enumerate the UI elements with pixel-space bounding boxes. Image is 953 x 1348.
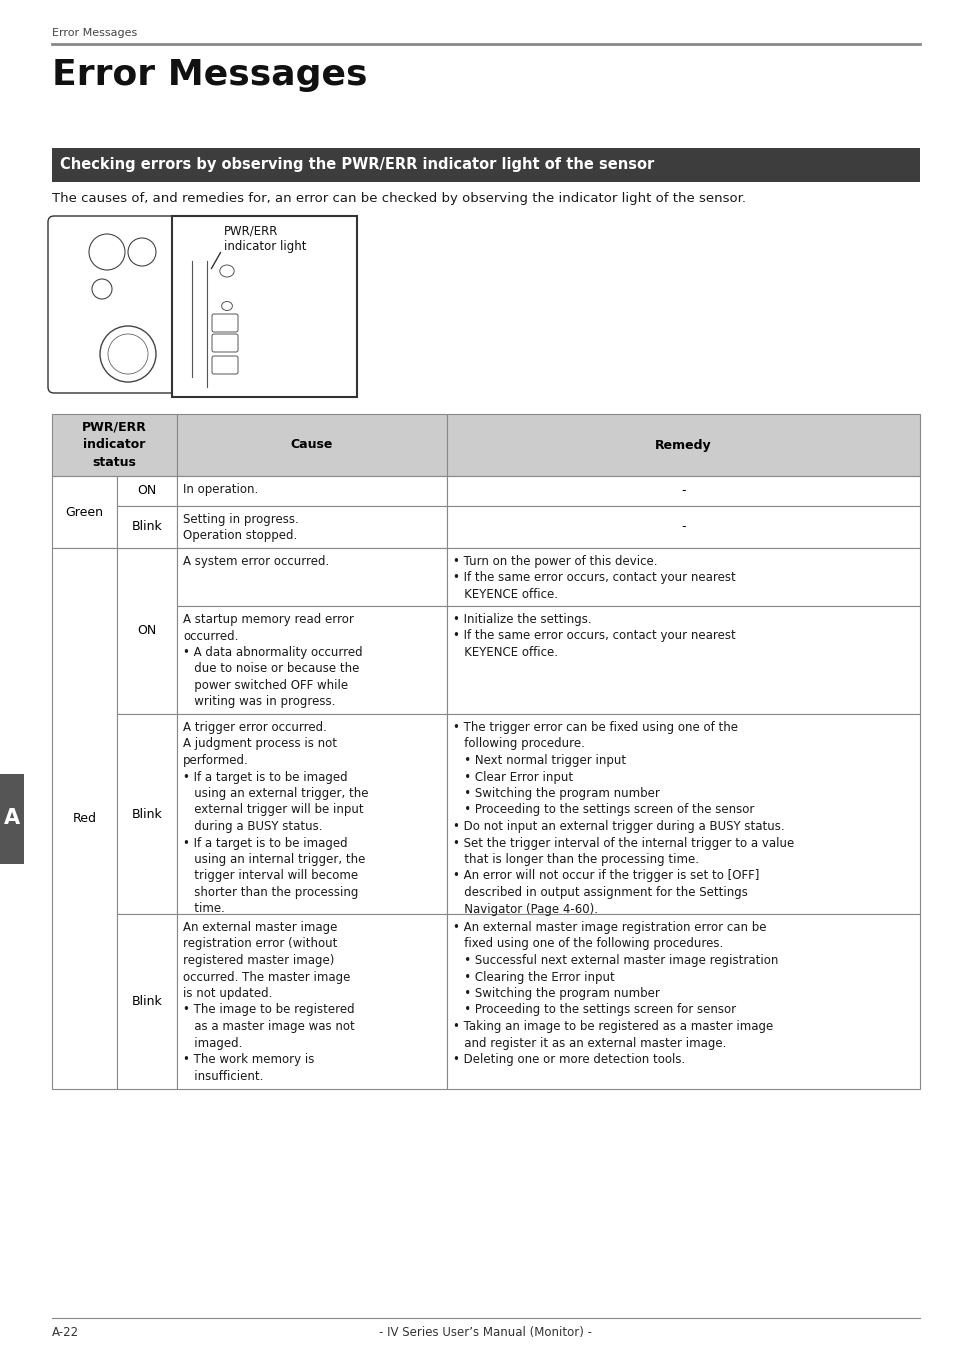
- Text: A-22: A-22: [52, 1326, 79, 1339]
- Bar: [447, 414, 919, 476]
- Text: Blink: Blink: [132, 807, 162, 821]
- Bar: [52, 148, 919, 182]
- Text: Error Messages: Error Messages: [52, 28, 137, 38]
- Bar: [447, 607, 919, 714]
- Text: - IV Series User’s Manual (Monitor) -: - IV Series User’s Manual (Monitor) -: [379, 1326, 592, 1339]
- Text: ON: ON: [137, 624, 156, 638]
- Text: Setting in progress.
Operation stopped.: Setting in progress. Operation stopped.: [183, 514, 298, 542]
- Text: A system error occurred.: A system error occurred.: [183, 555, 329, 568]
- Text: In operation.: In operation.: [183, 483, 258, 496]
- Bar: [447, 914, 919, 1089]
- Bar: [0, 774, 24, 864]
- Bar: [177, 506, 447, 549]
- FancyBboxPatch shape: [212, 314, 237, 332]
- Text: Red: Red: [72, 811, 96, 825]
- Bar: [177, 914, 447, 1089]
- Text: • Turn on the power of this device.
• If the same error occurs, contact your nea: • Turn on the power of this device. • If…: [453, 555, 735, 601]
- Text: An external master image
registration error (without
registered master image)
oc: An external master image registration er…: [183, 921, 355, 1082]
- Text: indicator light: indicator light: [224, 240, 306, 253]
- Text: A startup memory read error
occurred.
• A data abnormality occurred
   due to no: A startup memory read error occurred. • …: [183, 613, 362, 709]
- Bar: [52, 549, 117, 1089]
- Bar: [117, 714, 177, 914]
- Text: PWR/ERR
indicator
status: PWR/ERR indicator status: [82, 421, 147, 469]
- Text: • An external master image registration error can be
   fixed using one of the f: • An external master image registration …: [453, 921, 778, 1066]
- Text: Checking errors by observing the PWR/ERR indicator light of the sensor: Checking errors by observing the PWR/ERR…: [60, 158, 654, 173]
- Bar: [177, 414, 447, 476]
- FancyBboxPatch shape: [212, 356, 237, 373]
- Bar: [172, 216, 356, 398]
- Text: • The trigger error can be fixed using one of the
   following procedure.
   • N: • The trigger error can be fixed using o…: [453, 721, 794, 915]
- Text: ON: ON: [137, 484, 156, 497]
- Bar: [177, 476, 447, 506]
- Bar: [447, 549, 919, 607]
- Text: Blink: Blink: [132, 995, 162, 1008]
- Text: -: -: [680, 520, 685, 534]
- Text: The causes of, and remedies for, an error can be checked by observing the indica: The causes of, and remedies for, an erro…: [52, 191, 745, 205]
- Bar: [177, 607, 447, 714]
- Bar: [447, 506, 919, 549]
- Bar: [52, 414, 177, 476]
- Bar: [117, 506, 177, 549]
- Text: Error Messages: Error Messages: [52, 58, 367, 92]
- FancyBboxPatch shape: [212, 334, 237, 352]
- Bar: [117, 476, 177, 506]
- Text: PWR/ERR: PWR/ERR: [224, 224, 278, 237]
- Text: Remedy: Remedy: [655, 438, 711, 452]
- Bar: [177, 714, 447, 914]
- FancyBboxPatch shape: [48, 216, 208, 394]
- Text: Blink: Blink: [132, 520, 162, 534]
- Text: -: -: [680, 484, 685, 497]
- Bar: [117, 914, 177, 1089]
- Text: • Initialize the settings.
• If the same error occurs, contact your nearest
   K: • Initialize the settings. • If the same…: [453, 613, 735, 659]
- Bar: [52, 476, 117, 549]
- Text: A trigger error occurred.
A judgment process is not
performed.
• If a target is : A trigger error occurred. A judgment pro…: [183, 721, 368, 915]
- Text: Cause: Cause: [291, 438, 333, 452]
- Bar: [447, 714, 919, 914]
- Bar: [447, 476, 919, 506]
- Text: Green: Green: [66, 506, 103, 519]
- Bar: [117, 549, 177, 714]
- Bar: [177, 549, 447, 607]
- Text: A: A: [4, 809, 20, 829]
